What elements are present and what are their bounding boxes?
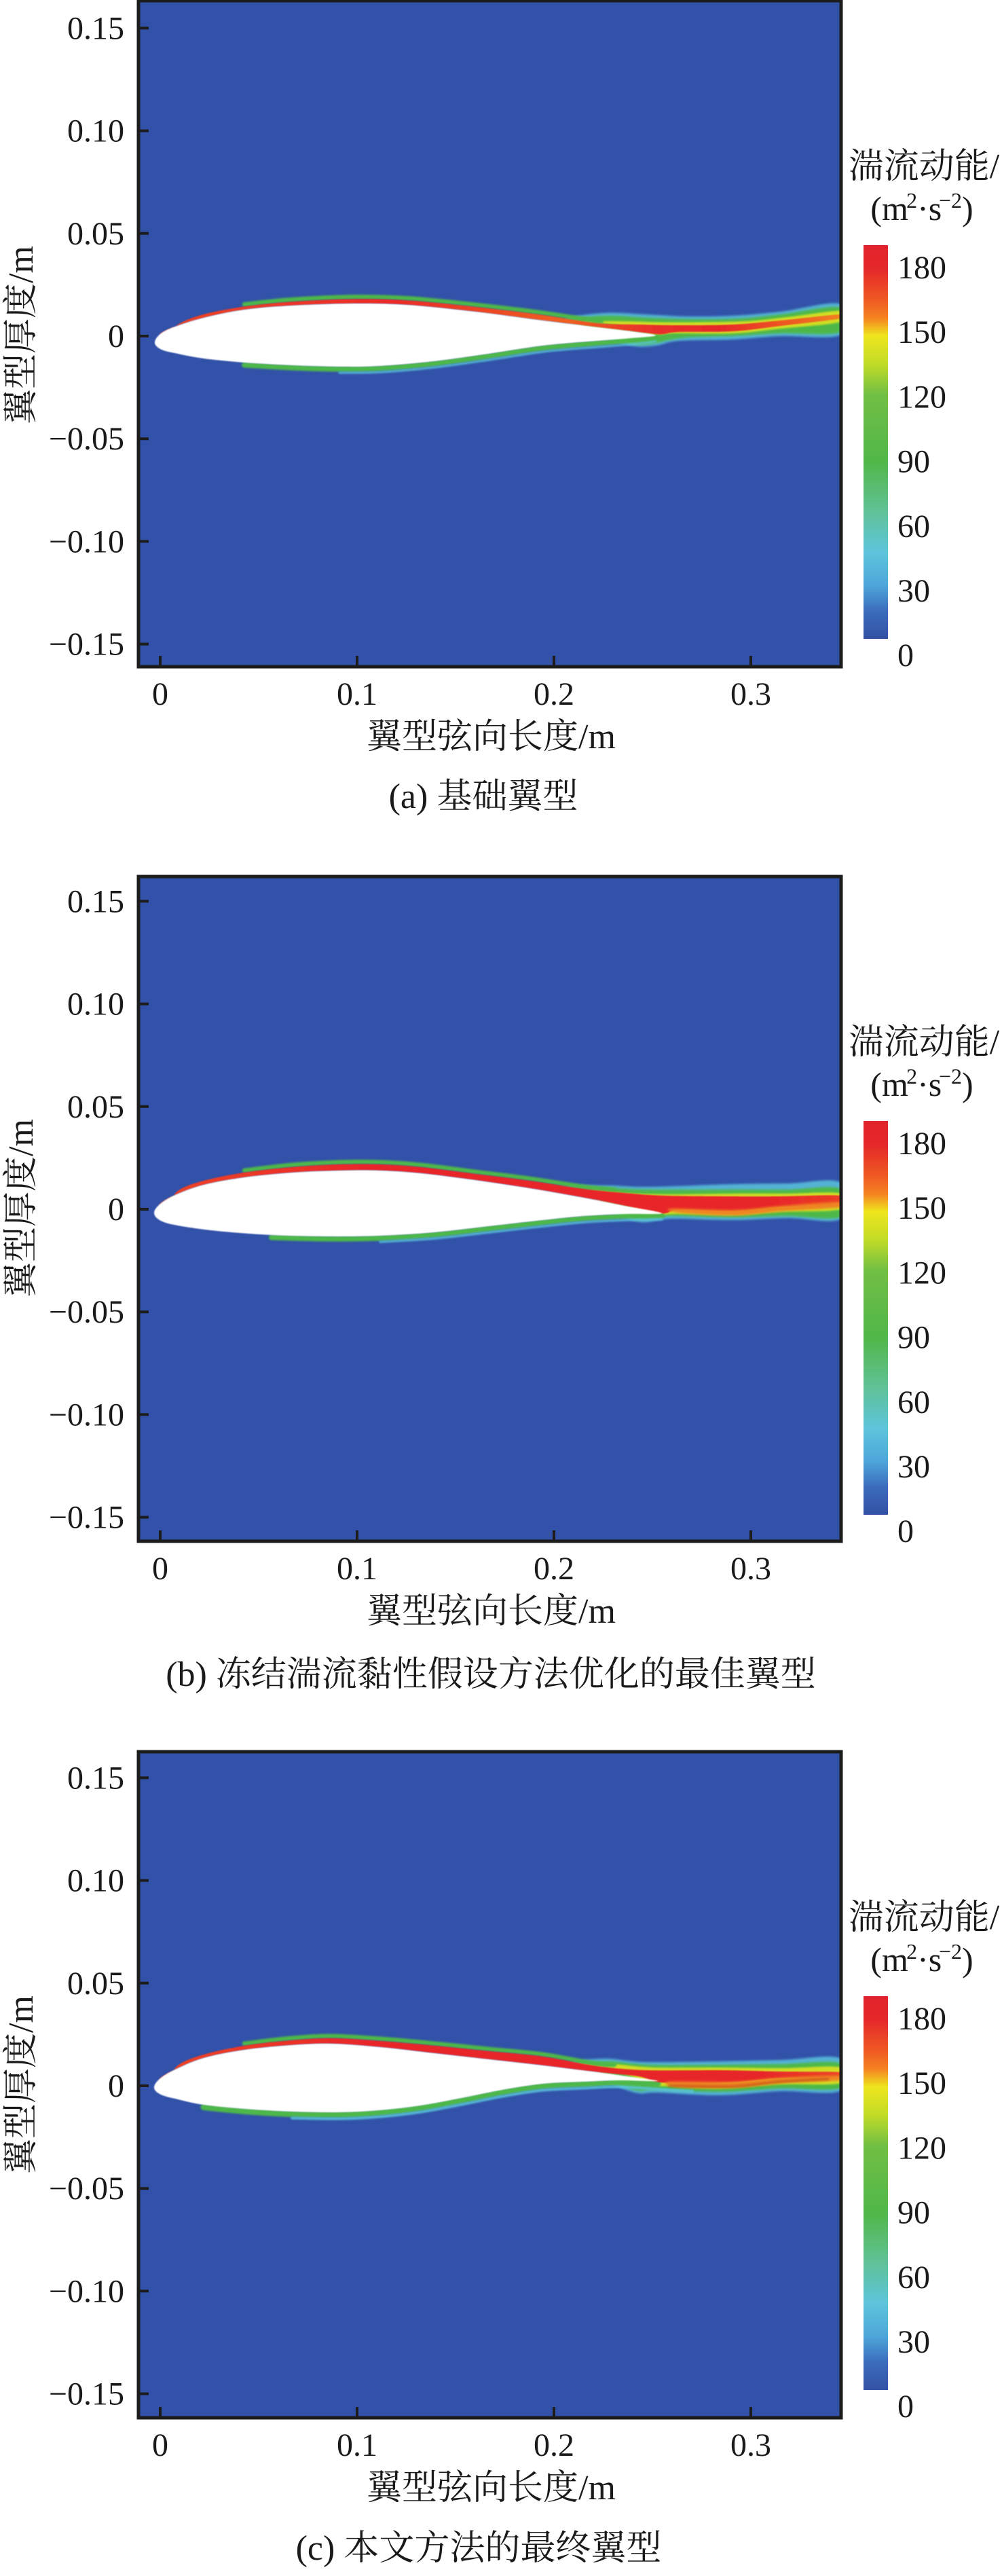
svg-text:150: 150 (897, 2065, 946, 2101)
svg-text:(m: (m (870, 1065, 908, 1103)
svg-text:/m: /m (2, 1995, 41, 2033)
svg-text:/: / (990, 147, 1000, 186)
svg-text:0.10: 0.10 (67, 113, 124, 149)
svg-text:30: 30 (897, 573, 930, 609)
svg-text:): ) (962, 189, 973, 227)
svg-text:(m: (m (870, 189, 908, 227)
svg-text:60: 60 (897, 2260, 930, 2296)
svg-text:2: 2 (906, 1939, 917, 1964)
svg-text:−2: −2 (939, 188, 962, 213)
svg-text:−0.15: −0.15 (49, 2376, 124, 2412)
svg-text:120: 120 (897, 379, 946, 415)
svg-text:·s: ·s (917, 189, 942, 227)
svg-text:90: 90 (897, 444, 930, 480)
svg-text:0.15: 0.15 (67, 10, 124, 46)
svg-text:0.05: 0.05 (67, 216, 124, 252)
svg-text:150: 150 (897, 314, 946, 350)
svg-text:0.15: 0.15 (67, 883, 124, 919)
svg-text:30: 30 (897, 1449, 930, 1485)
svg-text:2: 2 (906, 188, 917, 213)
svg-text:0.3: 0.3 (730, 676, 771, 712)
svg-text:−0.10: −0.10 (49, 2273, 124, 2309)
svg-text:60: 60 (897, 1384, 930, 1420)
svg-text:/m: /m (2, 1119, 41, 1156)
svg-text:): ) (962, 1940, 973, 1979)
svg-text:0: 0 (152, 676, 168, 712)
svg-text:0: 0 (108, 1192, 124, 1228)
svg-text:180: 180 (897, 1126, 946, 1162)
svg-text:−0.10: −0.10 (49, 523, 124, 559)
svg-text:2: 2 (906, 1064, 917, 1088)
svg-text:0.10: 0.10 (67, 987, 124, 1023)
svg-text:(a): (a) (389, 777, 428, 816)
svg-text:−0.15: −0.15 (49, 1500, 124, 1536)
svg-text:180: 180 (897, 2001, 946, 2037)
svg-text:−0.05: −0.05 (49, 2171, 124, 2207)
svg-text:(m: (m (870, 1940, 908, 1979)
svg-text:0: 0 (108, 2068, 124, 2104)
svg-text:·s: ·s (917, 1065, 942, 1103)
svg-text:/m: /m (578, 2469, 616, 2507)
svg-text:60: 60 (897, 509, 930, 545)
svg-text:−0.05: −0.05 (49, 421, 124, 457)
svg-text:0.1: 0.1 (337, 2427, 377, 2463)
svg-text:0: 0 (897, 638, 914, 674)
svg-text:0: 0 (897, 1513, 914, 1549)
svg-text:30: 30 (897, 2324, 930, 2360)
svg-text:/m: /m (578, 718, 616, 756)
svg-text:−2: −2 (939, 1064, 962, 1088)
svg-text:0.2: 0.2 (534, 2427, 574, 2463)
svg-text:0.2: 0.2 (534, 1551, 574, 1587)
svg-text:0: 0 (152, 1551, 168, 1587)
svg-text:): ) (962, 1065, 973, 1103)
svg-text:0.3: 0.3 (730, 2427, 771, 2463)
svg-text:90: 90 (897, 1320, 930, 1356)
svg-text:0.1: 0.1 (337, 676, 377, 712)
svg-text:/: / (990, 1898, 1000, 1937)
svg-text:0.1: 0.1 (337, 1551, 377, 1587)
svg-text:−0.10: −0.10 (49, 1397, 124, 1433)
svg-text:0.05: 0.05 (67, 1089, 124, 1125)
svg-text:90: 90 (897, 2195, 930, 2231)
svg-text:120: 120 (897, 1255, 946, 1291)
svg-text:·s: ·s (917, 1940, 942, 1979)
svg-text:120: 120 (897, 2130, 946, 2166)
svg-text:0: 0 (108, 318, 124, 354)
svg-text:/: / (990, 1023, 1000, 1062)
svg-text:/m: /m (2, 246, 41, 283)
svg-text:−0.15: −0.15 (49, 627, 124, 663)
svg-text:/m: /m (578, 1592, 616, 1631)
svg-text:(c): (c) (296, 2529, 335, 2568)
svg-text:0: 0 (152, 2427, 168, 2463)
svg-text:(b): (b) (166, 1655, 207, 1694)
svg-text:180: 180 (897, 250, 946, 286)
svg-text:0: 0 (897, 2389, 914, 2425)
svg-text:−2: −2 (939, 1939, 962, 1964)
svg-text:150: 150 (897, 1190, 946, 1226)
svg-text:0.2: 0.2 (534, 676, 574, 712)
svg-text:−0.05: −0.05 (49, 1294, 124, 1330)
svg-text:0.3: 0.3 (730, 1551, 771, 1587)
svg-text:0.15: 0.15 (67, 1760, 124, 1796)
svg-text:0.10: 0.10 (67, 1863, 124, 1899)
svg-text:0.05: 0.05 (67, 1966, 124, 2002)
